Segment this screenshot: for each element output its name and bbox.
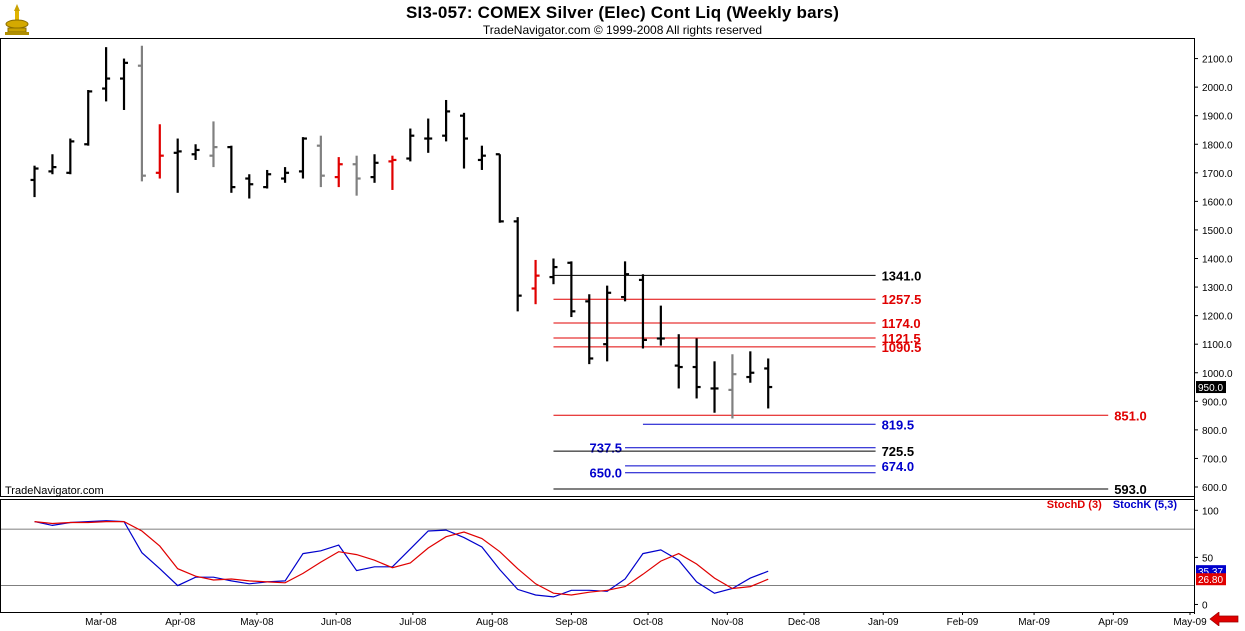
stoch-tick-label: 50 (1202, 553, 1214, 564)
x-tick-label: Jan-09 (868, 617, 899, 628)
x-tick-label: Apr-08 (165, 617, 195, 628)
last-price-box (1196, 381, 1226, 394)
x-tick-label: Jun-08 (321, 617, 352, 628)
stochd-value-label: 26.80 (1198, 575, 1223, 586)
stoch-series-d (34, 520, 769, 596)
price-tick-label: 1100.0 (1202, 340, 1232, 351)
price-tick-label: 700.0 (1202, 454, 1227, 465)
price-tick-label: 600.0 (1202, 483, 1227, 494)
legend-stochd: StochD (3) (1046, 499, 1102, 511)
price-tick-label: 2000.0 (1202, 83, 1233, 94)
x-tick-label: Dec-08 (788, 617, 821, 628)
level-label: 737.5 (590, 441, 623, 456)
last-price-label: 950.0 (1198, 383, 1223, 394)
chart-subtitle: TradeNavigator.com © 1999-2008 All right… (482, 23, 763, 37)
level-label: 1257.5 (882, 292, 922, 307)
stoch-series-k (34, 520, 769, 598)
x-tick-label: Mar-09 (1018, 617, 1050, 628)
stoch-panel-frame (0, 499, 1195, 613)
price-tick-label: 800.0 (1202, 426, 1227, 437)
x-tick-label: Mar-08 (85, 617, 117, 628)
x-tick-label: Nov-08 (711, 617, 744, 628)
price-tick-label: 1900.0 (1202, 112, 1233, 123)
price-tick-label: 1700.0 (1202, 169, 1233, 180)
x-tick-label: Feb-09 (947, 617, 979, 628)
scroll-left-arrow-icon[interactable] (1209, 612, 1239, 626)
price-tick-label: 1500.0 (1202, 226, 1233, 237)
price-tick-label: 2100.0 (1202, 55, 1233, 66)
price-tick-label: 1400.0 (1202, 255, 1233, 266)
x-tick-label: Jul-08 (399, 617, 427, 628)
level-label: 593.0 (1114, 482, 1147, 497)
price-tick-label: 1200.0 (1202, 312, 1233, 323)
level-label: 1341.0 (882, 268, 922, 283)
stochd-value-box (1196, 573, 1226, 586)
level-label: 674.0 (882, 459, 915, 474)
x-tick-label: Oct-08 (633, 617, 663, 628)
stoch-tick-label: 0 (1202, 600, 1208, 611)
price-tick-label: 900.0 (1202, 397, 1227, 408)
level-label: 851.0 (1114, 408, 1147, 423)
price-tick-label: 1000.0 (1202, 369, 1233, 380)
level-label: 1121.5 (882, 331, 921, 346)
price-tick-label: 1300.0 (1202, 283, 1233, 294)
stoch-legend: StochD (3) StochK (5,3) (1039, 499, 1177, 511)
x-tick-label: May-08 (240, 617, 274, 628)
x-tick-label: Aug-08 (476, 617, 509, 628)
level-label: 1090.5 (882, 340, 922, 355)
lamp-logo-icon (5, 4, 29, 35)
watermark: TradeNavigator.com (5, 485, 104, 497)
chart-title: SI3-057: COMEX Silver (Elec) Cont Liq (W… (405, 3, 840, 22)
price-panel-frame (0, 38, 1195, 497)
level-label: 1174.0 (882, 316, 921, 331)
price-tick-label: 1800.0 (1202, 140, 1233, 151)
x-tick-label: Apr-09 (1098, 617, 1128, 628)
price-tick-label: 1600.0 (1202, 197, 1233, 208)
stochk-value-label: 35.37 (1198, 567, 1223, 578)
x-tick-label: May-09 (1173, 617, 1207, 628)
stoch-tick-label: 100 (1202, 506, 1219, 517)
level-label: 819.5 (882, 417, 915, 432)
level-label: 725.5 (882, 444, 915, 459)
legend-stochk: StochK (5,3) (1112, 499, 1177, 511)
level-label: 650.0 (590, 466, 623, 481)
x-tick-label: Sep-08 (555, 617, 588, 628)
